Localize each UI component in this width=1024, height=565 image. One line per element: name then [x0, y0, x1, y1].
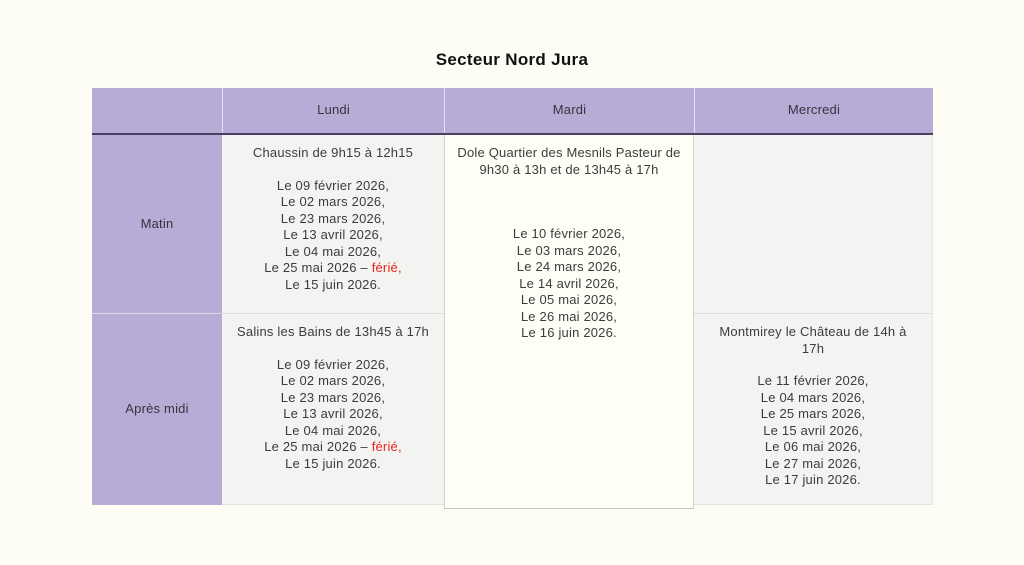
date-line: Le 02 mars 2026, [280, 194, 386, 209]
date-line: Le 05 mai 2026, [520, 292, 618, 307]
holiday-flag-text: férié, [371, 260, 402, 275]
cell-dates: Le 11 février 2026, Le 04 mars 2026, Le 25… [704, 373, 922, 489]
cell-lundi-matin: Chaussin de 9h15 à 12h15 Le 09 février 2… [222, 135, 444, 313]
cell-mercredi-matin-empty [694, 135, 933, 313]
date-line: Le 11 février 2026, [757, 373, 869, 388]
row-label-apres-midi: Après midi [92, 313, 222, 505]
date-line: Le 09 février 2026, [276, 356, 390, 372]
row-label-matin: Matin [92, 135, 222, 313]
date-line: Le 27 mai 2026, [764, 455, 862, 471]
date-line: Le 04 mai 2026, [284, 243, 382, 259]
date-line: Le 16 juin 2026. [521, 325, 617, 340]
date-line: Le 24 mars 2026, [516, 259, 622, 274]
date-line: Le 13 avril 2026, [283, 227, 383, 242]
cell-dates: Le 09 février 2026, Le 02 mars 2026, Le 23… [232, 357, 434, 473]
header-mardi: Mardi [444, 88, 694, 133]
date-line: Le 17 juin 2026. [765, 472, 861, 487]
date-line: Le 10 février 2026, [512, 226, 626, 241]
date-line: Le 13 avril 2026, [283, 406, 383, 421]
cell-mardi-span: Dole Quartier des Mesnils Pasteur de 9h3… [444, 135, 694, 509]
date-line: Le 15 juin 2026. [285, 276, 381, 292]
cell-dates: Le 09 février 2026, Le 02 mars 2026, Le 23… [232, 178, 434, 294]
cell-heading: Dole Quartier des Mesnils Pasteur de 9h3… [457, 145, 681, 177]
cell-heading: Montmirey le Château de 14h à 17h [719, 324, 907, 356]
date-line: Le 26 mai 2026, [520, 308, 618, 324]
date-line: Le 04 mai 2026, [284, 422, 382, 438]
date-line: Le 14 avril 2026, [519, 275, 619, 291]
date-line: Le 25 mars 2026, [760, 406, 866, 421]
header-underline [92, 133, 933, 135]
date-line: Le 23 mars 2026, [280, 210, 386, 226]
date-line: Le 06 mai 2026, [764, 439, 862, 454]
date-text: Le 25 mai 2026 – [264, 439, 372, 454]
date-line: Le 25 mai 2026 – férié, [232, 439, 434, 456]
date-line: Le 23 mars 2026, [280, 389, 386, 405]
header-corner-cell [92, 88, 222, 133]
header-mercredi: Mercredi [694, 88, 933, 133]
schedule-table: Lundi Mardi Mercredi Matin Après midi Ch… [92, 88, 933, 509]
date-line: Le 25 mai 2026 – férié, [232, 260, 434, 277]
holiday-flag-text: férié, [371, 439, 402, 454]
date-line: Le 04 mars 2026, [760, 389, 866, 405]
date-line: Le 03 mars 2026, [516, 242, 622, 258]
cell-lundi-apres-midi: Salins les Bains de 13h45 à 17h Le 09 fé… [222, 313, 444, 505]
date-line: Le 15 juin 2026. [285, 455, 381, 471]
cell-mercredi-apres-midi: Montmirey le Château de 14h à 17h Le 11 … [694, 313, 933, 505]
cell-heading: Chaussin de 9h15 à 12h15 [252, 145, 414, 160]
date-line: Le 15 avril 2026, [763, 422, 863, 438]
page-title: Secteur Nord Jura [435, 50, 589, 69]
cell-dates: Le 10 février 2026, Le 03 mars 2026, Le 24… [455, 226, 683, 342]
date-line: Le 02 mars 2026, [280, 373, 386, 388]
date-text: Le 25 mai 2026 – [264, 260, 372, 275]
header-lundi: Lundi [222, 88, 444, 133]
cell-heading: Salins les Bains de 13h45 à 17h [237, 324, 429, 339]
date-line: Le 09 février 2026, [276, 177, 390, 193]
